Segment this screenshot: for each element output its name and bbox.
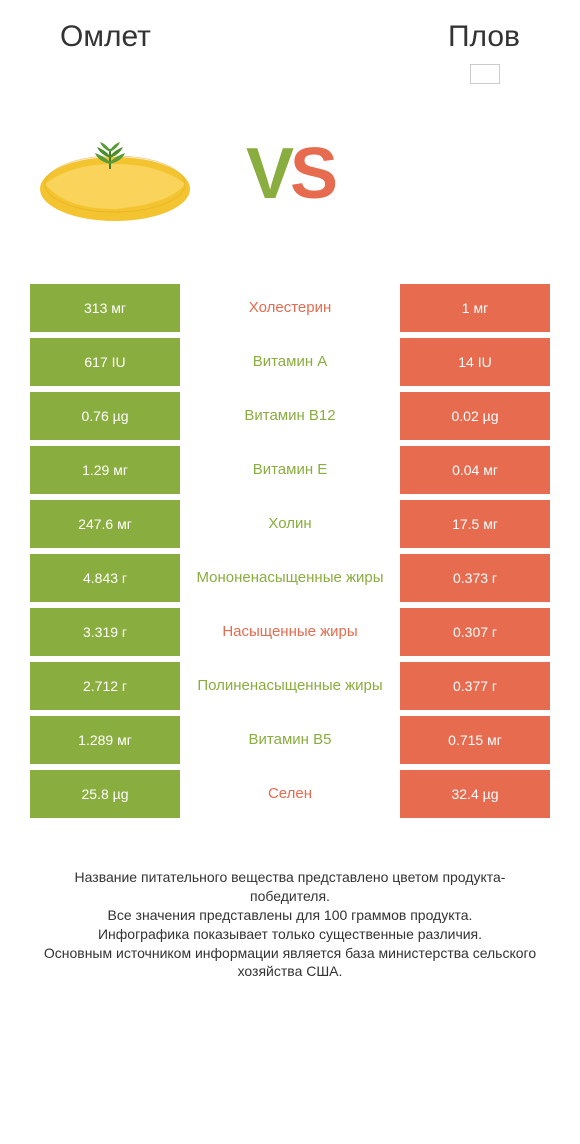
table-row: 313 мгХолестерин1 мг [30,284,550,332]
left-value-cell: 617 IU [30,338,180,386]
vs-row: VS [30,104,550,244]
right-value-cell: 0.02 µg [400,392,550,440]
table-row: 247.6 мгХолин17.5 мг [30,500,550,548]
left-value-cell: 247.6 мг [30,500,180,548]
image-placeholder [470,64,500,84]
right-value-cell: 0.373 г [400,554,550,602]
nutrient-label-cell: Холин [180,500,400,548]
comparison-table: 313 мгХолестерин1 мг 617 IUВитамин A14 IU… [30,284,550,818]
vs-label: VS [246,133,334,215]
nutrient-label-cell: Витамин E [180,446,400,494]
right-food-title: Плов [448,20,520,54]
table-row: 0.76 µgВитамин B120.02 µg [30,392,550,440]
right-value-cell: 17.5 мг [400,500,550,548]
header-row: Омлет Плов [30,20,550,54]
nutrient-label-cell: Витамин A [180,338,400,386]
vs-s: S [290,134,334,214]
footnote: Название питательного вещества представл… [30,868,550,981]
nutrient-label-cell: Полиненасыщенные жиры [180,662,400,710]
right-value-cell: 14 IU [400,338,550,386]
table-row: 3.319 гНасыщенные жиры0.307 г [30,608,550,656]
footnote-line: Все значения представлены для 100 граммо… [40,906,540,925]
right-value-cell: 0.377 г [400,662,550,710]
nutrient-label-cell: Витамин B5 [180,716,400,764]
nutrient-label-cell: Мононенасыщенные жиры [180,554,400,602]
right-value-cell: 0.307 г [400,608,550,656]
table-row: 1.29 мгВитамин E0.04 мг [30,446,550,494]
footnote-line: Основным источником информации является … [40,944,540,982]
left-value-cell: 25.8 µg [30,770,180,818]
nutrient-label-cell: Селен [180,770,400,818]
table-row: 617 IUВитамин A14 IU [30,338,550,386]
nutrient-label-cell: Насыщенные жиры [180,608,400,656]
omelette-icon [30,114,210,234]
left-value-cell: 1.29 мг [30,446,180,494]
nutrient-label-cell: Витамин B12 [180,392,400,440]
table-row: 1.289 мгВитамин B50.715 мг [30,716,550,764]
left-value-cell: 4.843 г [30,554,180,602]
table-row: 2.712 гПолиненасыщенные жиры0.377 г [30,662,550,710]
right-value-cell: 0.04 мг [400,446,550,494]
footnote-line: Инфографика показывает только существенн… [40,925,540,944]
right-value-cell: 0.715 мг [400,716,550,764]
left-value-cell: 1.289 мг [30,716,180,764]
nutrient-label-cell: Холестерин [180,284,400,332]
left-food-title: Омлет [60,20,151,54]
right-value-cell: 32.4 µg [400,770,550,818]
left-value-cell: 2.712 г [30,662,180,710]
table-row: 25.8 µgСелен32.4 µg [30,770,550,818]
footnote-line: Название питательного вещества представл… [40,868,540,906]
left-value-cell: 0.76 µg [30,392,180,440]
right-value-cell: 1 мг [400,284,550,332]
vs-v: V [246,134,290,214]
left-value-cell: 3.319 г [30,608,180,656]
left-value-cell: 313 мг [30,284,180,332]
table-row: 4.843 гМононенасыщенные жиры0.373 г [30,554,550,602]
